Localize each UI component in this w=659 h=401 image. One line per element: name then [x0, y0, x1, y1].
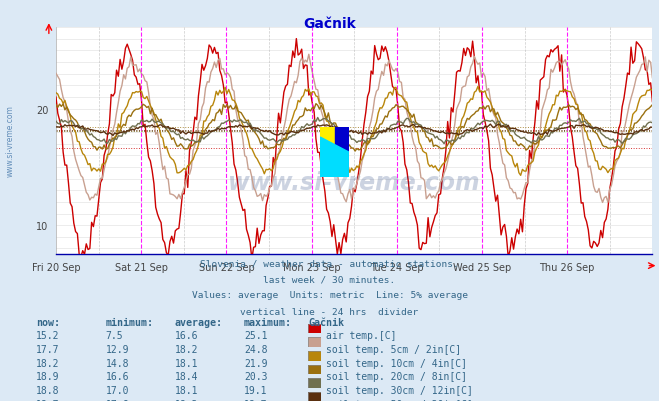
Text: air temp.[C]: air temp.[C] [326, 330, 396, 340]
Text: www.si-vreme.com: www.si-vreme.com [228, 170, 480, 194]
Text: 17.0: 17.0 [105, 385, 129, 395]
Text: 18.1: 18.1 [175, 385, 198, 395]
Text: Gačnik: Gačnik [303, 17, 356, 31]
Text: 17.7: 17.7 [36, 344, 60, 354]
Text: 18.1: 18.1 [175, 358, 198, 368]
Text: soil temp. 30cm / 12in[C]: soil temp. 30cm / 12in[C] [326, 385, 473, 395]
Text: vertical line - 24 hrs  divider: vertical line - 24 hrs divider [241, 307, 418, 316]
Text: soil temp. 20cm / 8in[C]: soil temp. 20cm / 8in[C] [326, 371, 467, 381]
Text: 25.1: 25.1 [244, 330, 268, 340]
Text: 21.9: 21.9 [244, 358, 268, 368]
Text: average:: average: [175, 317, 223, 327]
Text: 18.7: 18.7 [244, 399, 268, 401]
Text: 19.1: 19.1 [244, 385, 268, 395]
Text: 15.2: 15.2 [36, 330, 60, 340]
Text: 16.6: 16.6 [105, 371, 129, 381]
Text: last week / 30 minutes.: last week / 30 minutes. [264, 275, 395, 284]
Text: 7.5: 7.5 [105, 330, 123, 340]
Text: soil temp. 5cm / 2in[C]: soil temp. 5cm / 2in[C] [326, 344, 461, 354]
Text: 20.3: 20.3 [244, 371, 268, 381]
Text: Values: average  Units: metric  Line: 5% average: Values: average Units: metric Line: 5% a… [192, 291, 467, 300]
Text: Slovenia / weather data - automatic stations.: Slovenia / weather data - automatic stat… [200, 259, 459, 267]
Bar [320, 128, 335, 178]
Text: 12.9: 12.9 [105, 344, 129, 354]
Bar [335, 128, 349, 178]
Text: 18.2: 18.2 [36, 358, 60, 368]
Text: 18.2: 18.2 [175, 344, 198, 354]
Text: maximum:: maximum: [244, 317, 292, 327]
Text: 14.8: 14.8 [105, 358, 129, 368]
Text: 16.6: 16.6 [175, 330, 198, 340]
Text: 18.8: 18.8 [36, 385, 60, 395]
Text: now:: now: [36, 317, 60, 327]
Text: 18.4: 18.4 [175, 371, 198, 381]
Text: soil temp. 10cm / 4in[C]: soil temp. 10cm / 4in[C] [326, 358, 467, 368]
Text: Gačnik: Gačnik [308, 317, 345, 327]
Polygon shape [320, 138, 349, 178]
Text: 17.6: 17.6 [105, 399, 129, 401]
Text: 18.7: 18.7 [36, 399, 60, 401]
Text: 18.9: 18.9 [36, 371, 60, 381]
Text: www.si-vreme.com: www.si-vreme.com [5, 105, 14, 176]
Text: minimum:: minimum: [105, 317, 154, 327]
Text: soil temp. 50cm / 20in[C]: soil temp. 50cm / 20in[C] [326, 399, 473, 401]
Text: 24.8: 24.8 [244, 344, 268, 354]
Text: 18.2: 18.2 [175, 399, 198, 401]
